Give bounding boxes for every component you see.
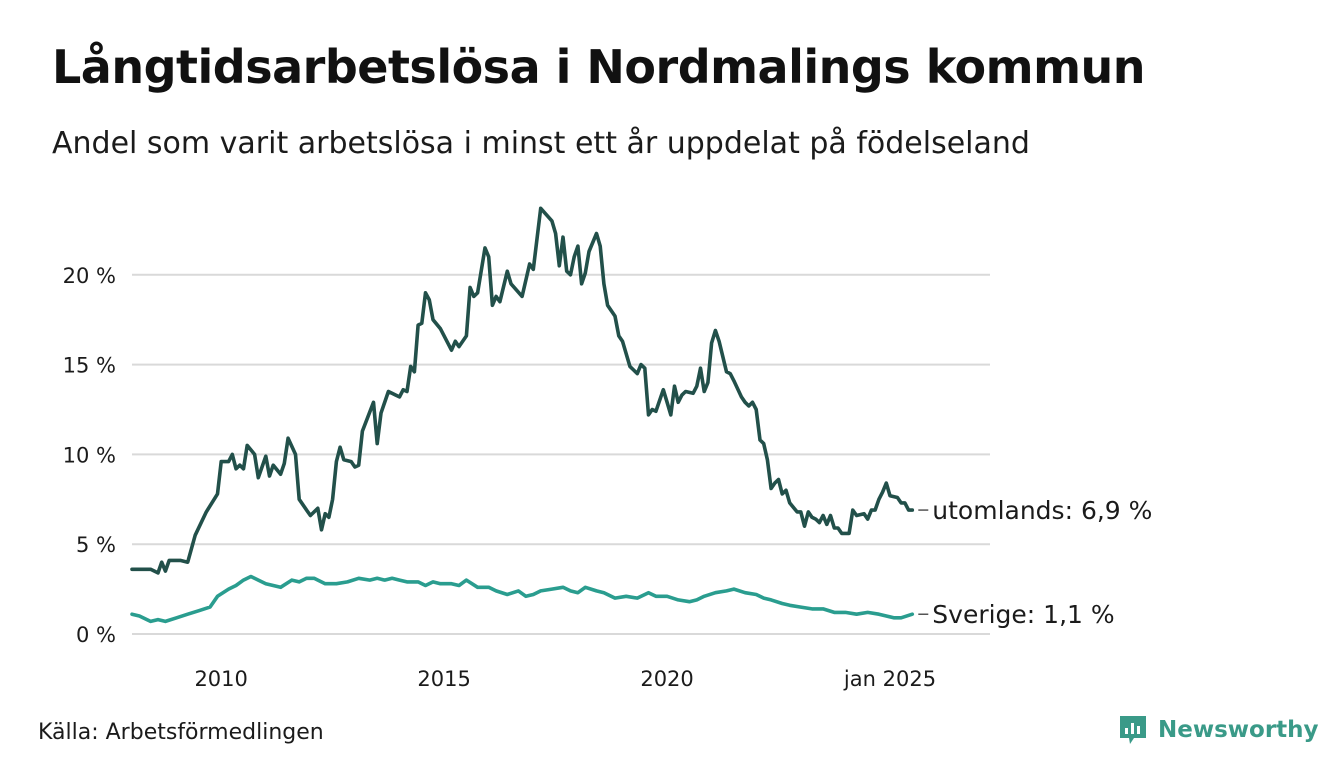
chart-subtitle: Andel som varit arbetslösa i minst ett å… bbox=[52, 126, 1030, 161]
chart-title: Långtidsarbetslösa i Nordmalings kommun bbox=[52, 40, 1146, 94]
brand-logo[interactable]: Newsworthy bbox=[1118, 714, 1319, 746]
bar-chart-speech-bubble-icon bbox=[1120, 716, 1146, 744]
series-line-sverige bbox=[130, 574, 915, 624]
y-tick-label: 10 % bbox=[63, 443, 116, 467]
series-line-utomlands bbox=[130, 206, 915, 575]
y-tick-label: 5 % bbox=[76, 533, 116, 557]
series-lines bbox=[130, 206, 915, 624]
y-tick-label: 15 % bbox=[63, 354, 116, 378]
series-label-sverige: Sverige: 1,1 % bbox=[932, 600, 1114, 629]
x-tick-label: jan 2025 bbox=[843, 667, 936, 691]
series-label-utomlands: utomlands: 6,9 % bbox=[932, 496, 1152, 525]
series-end-labels: utomlands: 6,9 % Sverige: 1,1 % bbox=[918, 496, 1152, 629]
x-tick-label: 2015 bbox=[417, 667, 470, 691]
grid-lines bbox=[132, 273, 990, 635]
y-axis-tick-labels: 0 % 5 % 10 % 15 % 20 % bbox=[63, 264, 116, 647]
brand-name: Newsworthy bbox=[1158, 717, 1319, 743]
source-note: Källa: Arbetsförmedlingen bbox=[38, 720, 324, 745]
x-tick-label: 2010 bbox=[194, 667, 247, 691]
x-tick-label: 2020 bbox=[640, 667, 693, 691]
x-axis-tick-labels: 2010 2015 2020 jan 2025 bbox=[194, 667, 936, 691]
y-tick-label: 20 % bbox=[63, 264, 116, 288]
line-chart: 0 %5 %10 %15 %20 % 2010 2015 2020 jan 2025 … bbox=[63, 206, 1152, 691]
y-tick-label: 0 % bbox=[76, 623, 116, 647]
